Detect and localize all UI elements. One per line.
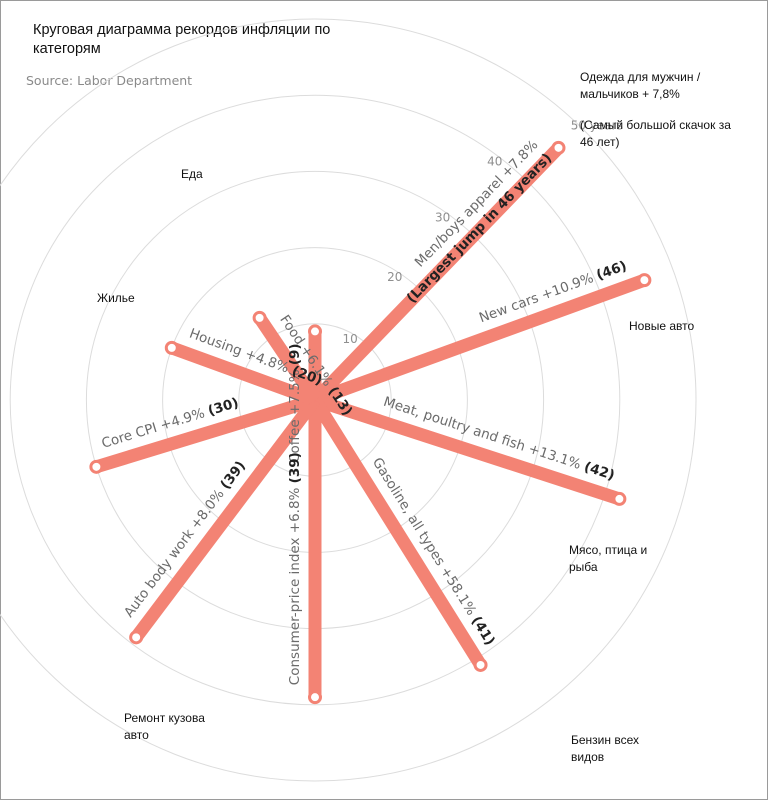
ring-label-10: 10 [342, 332, 357, 346]
ru-label-auto-body: Ремонт кузова авто [124, 711, 205, 742]
label-text-consumer-price-index: Consumer-price index +6.8% (39) [287, 452, 303, 685]
label-auto-body-work: Auto body work +8.0% (39) [121, 458, 249, 620]
spoke-end-food [252, 310, 267, 325]
ru-note-apparel: (Самый большой скачок за 46 лет) [580, 118, 731, 149]
chart-title: Круговая диаграмма рекордов инфляции по … [33, 22, 331, 57]
chart-source: Source: Labor Department [26, 73, 193, 88]
ru-label-housing: Жилье [97, 291, 135, 305]
label-name-auto-body-work: Auto body work +8.0% [121, 483, 230, 621]
label-highlight-text-men-boys-apparel: (Largest jump in 46 years) [404, 150, 556, 306]
spoke-housing [169, 341, 318, 407]
spoke-end-men-boys-apparel [551, 140, 566, 155]
spoke-core-cpi [94, 393, 317, 474]
label-text-gasoline-all-types: Gasoline, all types +58.1% (41) [369, 455, 498, 648]
spoke-end-core-cpi [89, 459, 104, 474]
label-consumer-price-index: Consumer-price index +6.8% (39) [287, 452, 303, 685]
label-years-new-cars: (46) [594, 258, 629, 284]
spoke-end-coffee [308, 324, 322, 339]
spoke-end-auto-body-work [129, 630, 144, 645]
ru-label-food: Еда [181, 167, 203, 181]
ring-label-40: 40 [487, 154, 502, 168]
label-text-coffee: Coffee +7.5% (9) [287, 343, 303, 463]
ring-label-30: 30 [435, 211, 450, 225]
spoke-auto-body-work [130, 396, 321, 642]
ru-label-new-cars: Новые авто [629, 319, 695, 333]
spoke-food [254, 314, 321, 404]
spokes-group [89, 140, 652, 705]
label-years-meat-poultry-and-fish: (42) [582, 459, 617, 484]
ring-50 [0, 18, 697, 782]
spoke-end-housing [164, 340, 179, 355]
spoke-end-meat-poultry-and-fish [612, 491, 627, 506]
spoke-meat-poultry-and-fish [312, 393, 622, 506]
ru-label-apparel: Одежда для мужчин / мальчиков + 7,8% [580, 70, 701, 101]
label-years-consumer-price-index: (39) [287, 452, 303, 483]
label-gasoline-all-types: Gasoline, all types +58.1% (41) [369, 455, 498, 648]
spoke-new-cars [312, 274, 647, 407]
ring-label-20: 20 [387, 270, 402, 284]
spoke-end-new-cars [637, 273, 652, 288]
ru-label-gasoline: Бензин всех видов [571, 733, 639, 764]
ru-label-meat: Мясо, птица и рыба [569, 543, 648, 574]
label-coffee: Coffee +7.5% (9) [287, 343, 303, 463]
label-years-core-cpi: (30) [206, 395, 240, 419]
spoke-men-boys-apparel [310, 143, 564, 405]
label-highlight-men-boys-apparel: (Largest jump in 46 years) [404, 150, 556, 306]
label-years-coffee: (9) [287, 343, 303, 365]
label-name-coffee: Coffee +7.5% [287, 365, 303, 463]
label-name-consumer-price-index: Consumer-price index +6.8% [287, 483, 303, 685]
spoke-end-gasoline-all-types [473, 657, 488, 672]
ring-40 [9, 94, 621, 706]
spoke-end-consumer-price-index [308, 690, 322, 705]
label-name-gasoline-all-types: Gasoline, all types +58.1% [369, 455, 482, 622]
ring-label-50: 50 years [571, 119, 623, 133]
label-text-auto-body-work: Auto body work +8.0% (39) [121, 458, 249, 620]
label-men-boys-apparel: Men/boys apparel +7.8% (Largest jump in … [404, 137, 556, 306]
spoke-gasoline-all-types [309, 396, 487, 669]
